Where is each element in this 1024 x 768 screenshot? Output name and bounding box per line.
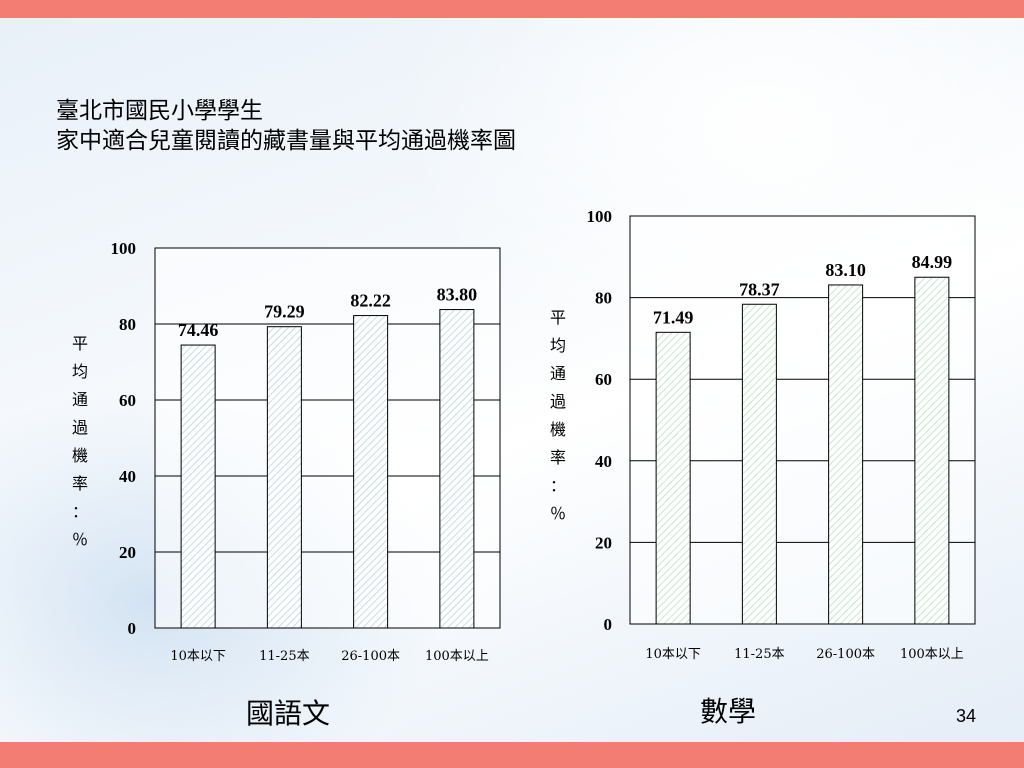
chinese-bar (439, 309, 475, 629)
chinese-y-tick-label: 0 (128, 619, 137, 638)
chinese-y-tick-label: 20 (119, 543, 136, 562)
top-band (0, 0, 1024, 18)
chinese-category-label: 100本以上 (425, 649, 489, 664)
math-subject-label: 數學 (700, 695, 757, 728)
chinese-y-tick-label: 100 (111, 239, 137, 258)
chinese-bar-value-label: 82.22 (350, 291, 391, 311)
chinese-y-axis-label-char: ： (71, 502, 88, 521)
chinese-y-axis-label-char: 通 (71, 390, 88, 409)
chinese-bar (353, 315, 389, 629)
chinese-y-tick-label: 40 (119, 467, 136, 486)
math-y-axis-label-char: 機 (549, 420, 566, 439)
chinese-y-axis-label: 平均通過機率 ： ％ (70, 330, 90, 554)
chinese-bar-value-label: 79.29 (264, 302, 305, 322)
bottom-band (0, 742, 1024, 768)
chinese-y-axis-label-char: 過 (71, 418, 88, 437)
chinese-subject-label: 國語文 (246, 697, 331, 730)
chinese-y-axis-label-char: 機 (71, 446, 88, 465)
math-y-axis-label: 平均通過機率 ： ％ (548, 304, 568, 528)
chinese-category-label: 26-100本 (341, 649, 400, 664)
math-y-axis-label-char: ％ (549, 504, 566, 523)
math-y-axis-label-char: 平 (549, 308, 566, 327)
chinese-category-label: 11-25本 (259, 649, 309, 664)
math-y-axis-label-char: 通 (549, 364, 566, 383)
chinese-y-axis-label-char: 平 (71, 334, 88, 353)
math-y-axis-label-char: ： (549, 476, 566, 495)
chinese-bar (266, 326, 302, 629)
chinese-category-label: 10本以下 (170, 649, 226, 664)
chinese-bar-value-label: 83.80 (437, 285, 478, 305)
slide-title: 臺北市國民小學學生 家中適合兒童閱讀的藏書量與平均通過機率圖 (56, 96, 516, 156)
chinese-y-tick-label: 60 (119, 391, 136, 410)
page-number: 34 (956, 706, 977, 726)
chinese-y-tick-label: 80 (119, 315, 136, 334)
chinese-bar (180, 344, 216, 629)
math-y-axis-label-char: 均 (549, 336, 566, 355)
slide-title-line-2: 家中適合兒童閱讀的藏書量與平均通過機率圖 (56, 128, 516, 154)
math-y-axis-label-char: 率 (549, 448, 566, 467)
math-y-axis-label-char: 過 (549, 392, 566, 411)
chinese-bar-value-label: 74.46 (178, 320, 219, 340)
chinese-y-axis-label-char: 率 (71, 474, 88, 493)
chinese-y-axis-label-char: 均 (71, 362, 88, 381)
slide-title-line-1: 臺北市國民小學學生 (56, 98, 263, 124)
chinese-y-axis-label-char: ％ (71, 530, 88, 549)
